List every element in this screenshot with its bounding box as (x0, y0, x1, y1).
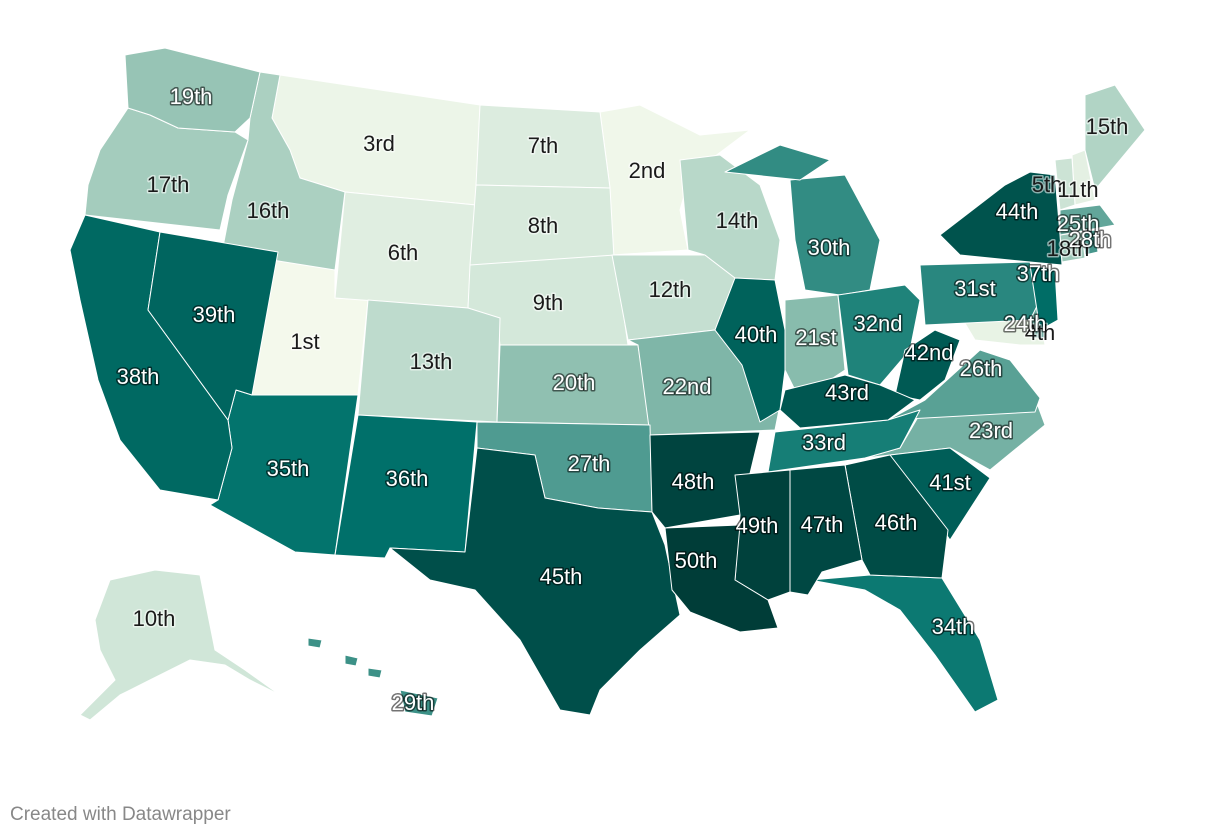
us-choropleth-map: 1st 2nd 3rd 4th 5th 6th 7th 8th 9th 10th 11th 12th 1… (69, 47, 1146, 721)
rank-label-de: 24th (1004, 311, 1047, 336)
rank-label-il: 40th (735, 322, 778, 347)
rank-label-ms: 49th (736, 513, 779, 538)
rank-label-fl: 34th (932, 614, 975, 639)
rank-label-nm: 36th (386, 466, 429, 491)
rank-label-ct: 18th (1047, 236, 1090, 261)
state-co[interactable] (357, 299, 501, 423)
rank-label-nv: 39th (193, 302, 236, 327)
rank-label-md: 4th (1025, 320, 1056, 345)
rank-label-ri: 28th (1069, 227, 1112, 252)
rank-label-va: 26th (960, 356, 1003, 381)
states-layer (69, 47, 1146, 721)
state-mi[interactable] (724, 144, 831, 181)
rank-label-az: 35th (267, 456, 310, 481)
rank-label-nh: 5th (1032, 172, 1063, 197)
state-tx[interactable] (389, 447, 681, 716)
rank-label-wv: 42nd (905, 340, 954, 365)
rank-label-ky: 43rd (825, 380, 869, 405)
rank-label-ks: 20th (553, 370, 596, 395)
rank-label-mi: 30th (808, 235, 851, 260)
rank-label-me: 15th (1086, 114, 1129, 139)
rank-label-ne: 9th (533, 290, 564, 315)
rank-label-ak: 10th (133, 606, 176, 631)
rank-label-ut: 1st (290, 329, 319, 354)
state-nv[interactable] (147, 231, 279, 421)
rank-label-al: 47th (801, 512, 844, 537)
rank-label-nj: 37th (1017, 261, 1060, 286)
state-wa[interactable] (124, 47, 261, 133)
rank-label-ga: 46th (875, 510, 918, 535)
state-hi[interactable] (307, 637, 439, 717)
labels-layer: 1st 2nd 3rd 4th 5th 6th 7th 8th 9th 10th 11th 12th 1… (115, 82, 1130, 716)
rank-label-nc: 23rd (969, 418, 1013, 443)
datawrapper-credit[interactable]: Created with Datawrapper (10, 804, 231, 825)
rank-label-id: 16th (247, 198, 290, 223)
rank-label-ma: 25th (1057, 211, 1100, 236)
state-fl[interactable] (809, 574, 999, 713)
rank-label-sd: 8th (528, 213, 559, 238)
state-ny[interactable] (939, 171, 1063, 266)
rank-label-wa: 19th (170, 84, 213, 109)
state-va[interactable] (887, 349, 1041, 421)
state-nj[interactable] (1029, 264, 1059, 331)
rank-label-hi: 29th (392, 690, 435, 715)
rank-label-ok: 27th (568, 451, 611, 476)
rank-label-ca: 38th (117, 364, 160, 389)
rank-label-ia: 12th (649, 277, 692, 302)
state-ar[interactable] (649, 431, 761, 529)
state-ri[interactable] (1081, 229, 1099, 256)
rank-label-oh: 32nd (854, 311, 903, 336)
state-ak[interactable] (79, 569, 281, 721)
rank-label-tx: 45th (540, 564, 583, 589)
rank-label-mt: 3rd (363, 131, 395, 156)
state-la[interactable] (664, 524, 779, 633)
state-ma[interactable] (1059, 204, 1116, 236)
rank-label-wi: 14th (716, 208, 759, 233)
rank-label-la: 50th (675, 548, 718, 573)
rank-label-mo: 22nd (663, 374, 712, 399)
state-vt[interactable] (1054, 157, 1076, 211)
rank-label-nd: 7th (528, 133, 559, 158)
rank-label-in: 21st (795, 325, 837, 350)
rank-label-co: 13th (410, 349, 453, 374)
rank-label-or: 17th (147, 172, 190, 197)
rank-label-pa: 31st (954, 276, 996, 301)
rank-label-ny: 44th (996, 199, 1039, 224)
state-ky[interactable] (779, 374, 916, 429)
state-id[interactable] (221, 71, 346, 271)
rank-label-sc: 41st (929, 470, 971, 495)
rank-label-wy: 6th (388, 240, 419, 265)
state-me[interactable] (1084, 84, 1146, 191)
state-pa[interactable] (919, 261, 1041, 326)
rank-label-tn: 33rd (802, 430, 846, 455)
rank-label-mn: 2nd (629, 158, 666, 183)
rank-label-ar: 48th (672, 469, 715, 494)
rank-label-vt: 11th (1057, 177, 1098, 202)
